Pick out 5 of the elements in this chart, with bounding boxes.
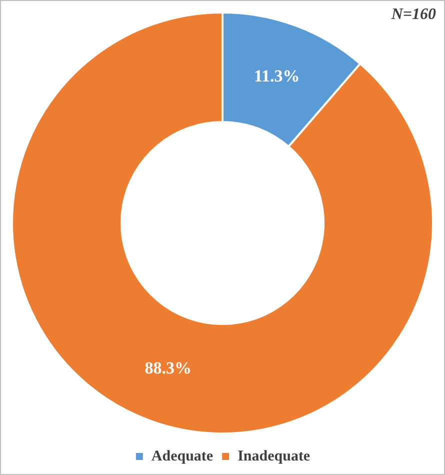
data-label: 11.3% [254,66,300,86]
data-label: 88.3% [144,358,192,378]
text: N=160 [390,6,436,24]
legend-label: Inadequate [238,448,310,464]
legend-label: Adequate [151,448,214,464]
